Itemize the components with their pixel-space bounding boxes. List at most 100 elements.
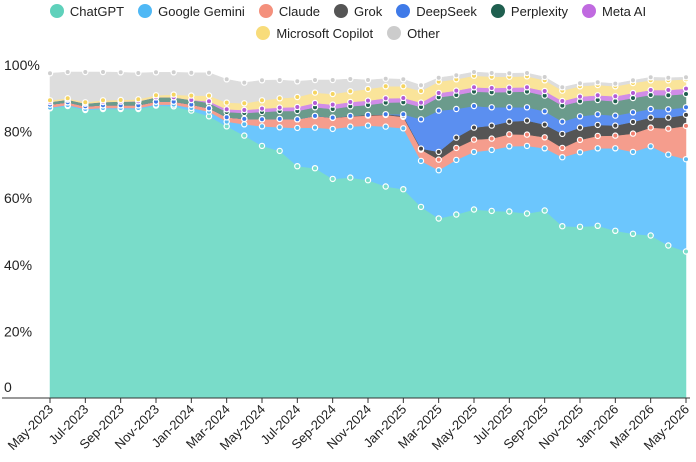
data-point — [506, 70, 513, 77]
data-point — [276, 104, 283, 111]
data-point — [594, 145, 601, 152]
data-point — [329, 125, 336, 133]
data-point — [417, 145, 425, 152]
legend-item: ChatGPT — [49, 3, 125, 19]
data-point — [612, 145, 619, 152]
data-point — [665, 92, 672, 99]
data-point — [665, 74, 672, 81]
data-point — [241, 115, 248, 123]
legend-item: DeepSeek — [396, 4, 477, 19]
y-tick-label: 60% — [4, 190, 32, 206]
data-point — [311, 112, 319, 120]
data-point — [382, 183, 389, 190]
data-point — [382, 95, 389, 102]
data-point — [170, 69, 177, 76]
data-point — [294, 124, 301, 132]
data-point — [559, 130, 566, 138]
legend-swatch — [334, 4, 349, 18]
data-point — [82, 68, 89, 76]
data-point — [205, 69, 213, 76]
data-point — [559, 84, 566, 91]
data-point — [647, 105, 654, 113]
data-point — [311, 89, 319, 96]
data-point — [417, 203, 425, 211]
data-point — [347, 75, 354, 83]
data-point — [612, 93, 619, 100]
data-point — [276, 124, 283, 131]
data-point — [506, 131, 513, 138]
data-point — [629, 89, 637, 97]
data-point — [329, 114, 336, 121]
legend-label: Meta AI — [602, 3, 647, 19]
data-point — [435, 89, 442, 97]
legend-label: Grok — [354, 3, 383, 19]
data-point — [294, 116, 301, 123]
data-point — [559, 222, 566, 230]
data-point — [99, 97, 107, 104]
data-point — [311, 99, 319, 107]
data-point — [276, 95, 283, 102]
data-point — [417, 157, 425, 165]
data-point — [117, 96, 124, 104]
data-point — [364, 111, 372, 119]
legend-swatch — [258, 4, 273, 18]
data-point — [276, 76, 283, 84]
data-point — [682, 104, 690, 111]
data-point — [205, 105, 213, 112]
data-point — [311, 124, 319, 131]
data-point — [276, 147, 283, 155]
data-point — [453, 87, 460, 94]
data-point — [682, 111, 690, 119]
data-point — [612, 80, 619, 87]
data-point — [347, 174, 354, 181]
data-point — [488, 207, 495, 215]
y-tick-label: 20% — [4, 323, 32, 339]
legend-label: DeepSeek — [416, 3, 477, 19]
data-point — [311, 76, 319, 84]
data-point — [576, 136, 584, 144]
data-point — [523, 69, 531, 77]
data-point — [682, 248, 690, 255]
data-point — [223, 99, 230, 106]
data-point — [576, 148, 584, 156]
data-point — [594, 92, 601, 99]
data-point — [241, 121, 248, 128]
data-point — [382, 123, 389, 130]
data-point — [541, 87, 548, 95]
data-point — [612, 112, 619, 119]
data-point — [382, 83, 389, 90]
data-point — [329, 76, 336, 84]
data-point — [682, 122, 690, 130]
legend-label: Other — [407, 25, 440, 41]
data-point — [400, 76, 407, 83]
legend-label: ChatGPT — [69, 3, 125, 19]
legend-swatch — [387, 26, 402, 40]
data-point — [576, 93, 584, 100]
y-tick-label: 80% — [4, 124, 32, 140]
legend-swatch — [138, 4, 153, 18]
data-point — [46, 97, 54, 104]
data-point — [629, 230, 637, 237]
data-point — [488, 104, 495, 111]
data-point — [506, 118, 513, 125]
data-point — [417, 87, 425, 95]
data-point — [594, 79, 601, 86]
data-point — [453, 105, 460, 113]
data-point — [682, 155, 690, 163]
data-point — [559, 144, 566, 152]
data-point — [523, 142, 531, 150]
legend: ChatGPT Google Gemini Claude Grok DeepSeek Pe… — [0, 0, 696, 44]
y-tick-label: 100% — [4, 57, 40, 73]
data-point — [241, 106, 248, 114]
data-point — [559, 118, 566, 125]
data-point — [188, 92, 195, 99]
legend-row: ChatGPT Google Gemini Claude Grok DeepSeek Pe… — [0, 0, 696, 22]
data-point — [258, 77, 266, 84]
legend-swatch — [256, 26, 271, 40]
data-point — [294, 93, 301, 101]
data-point — [188, 69, 195, 76]
legend-item: Google Gemini — [138, 4, 245, 19]
data-point — [311, 164, 319, 172]
